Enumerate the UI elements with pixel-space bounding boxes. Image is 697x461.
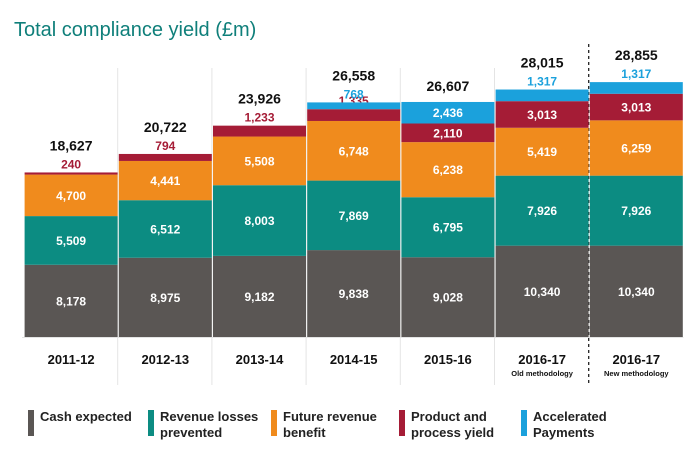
data-label: 6,259 [621,142,651,156]
legend-label: Cash expected [40,409,132,424]
legend-swatch [271,410,277,436]
bar-segment [118,257,212,337]
data-label: 9,182 [244,290,274,304]
bar-segment [213,136,306,186]
data-label: 6,512 [150,222,180,236]
data-label: 5,509 [56,234,86,248]
bar-segment [401,123,495,143]
legend-label: Product and process yield [411,409,494,440]
total-label: 28,855 [615,47,658,63]
x-tick-label: 2016-17 [612,352,660,367]
bar-segment [118,160,212,201]
data-label: 3,013 [527,108,557,122]
bar-segment [307,120,401,181]
data-label: 3,013 [621,101,651,115]
bar-segment [213,125,306,137]
data-label: 1,233 [244,111,274,125]
bar-segment [495,101,589,128]
bar-segment [24,216,118,265]
data-label: 5,508 [244,154,274,168]
data-label: 8,178 [56,294,86,308]
bar-segment [589,245,683,337]
bar-segment [589,120,683,176]
legend-swatch [28,410,34,436]
data-label: 6,238 [433,163,463,177]
bar-segment [401,142,495,198]
total-label: 26,558 [332,67,375,83]
bar-segment [307,180,401,251]
bar-segment [24,174,118,217]
total-label: 23,926 [238,91,281,107]
data-label: 10,340 [618,285,655,299]
data-label: 7,926 [527,204,557,218]
legend-swatch [148,410,154,436]
bar-segment [401,197,495,258]
bar-segment [495,175,589,246]
bar-segment [495,245,589,337]
bar-segment [118,153,212,161]
bar-segment [589,93,683,121]
legend-label: Accelerated Payments [533,409,607,440]
total-label: 18,627 [50,137,93,153]
bar-segment [118,200,212,258]
data-label: 1,317 [621,67,651,81]
bar-segment [24,264,118,337]
data-label: 9,028 [433,291,463,305]
data-label: 9,838 [339,287,369,301]
total-label: 28,015 [521,55,564,71]
x-tick-label: 2014-15 [330,352,378,367]
legend-swatch [521,410,527,436]
data-label: 1,317 [527,75,557,89]
data-label: 6,795 [433,221,463,235]
legend-label: Future revenue benefit [283,409,377,440]
x-tick-label: 2011-12 [48,352,95,367]
data-label: 4,441 [150,174,180,188]
bar-segment [307,250,401,337]
bar-segment [401,257,495,337]
total-label: 26,607 [426,78,469,94]
bar-segment [495,89,589,102]
bar-segment [589,175,683,246]
bar-segment [495,127,589,176]
data-label: 4,700 [56,189,86,203]
data-label: 7,869 [339,209,369,223]
legend-label: Revenue losses prevented [160,409,258,440]
x-tick-sublabel: New methodology [604,369,669,378]
data-label: 794 [155,139,175,153]
data-label: 8,003 [244,214,274,228]
x-tick-label: 2013-14 [236,352,284,367]
legend-swatch [399,410,405,436]
data-label: 7,926 [621,204,651,218]
data-label: 240 [61,157,81,171]
x-tick-sublabel: Old methodology [511,369,573,378]
bar-segment [213,255,306,337]
bar-segment [401,101,495,124]
data-label: 10,340 [524,285,561,299]
data-label: 8,975 [150,291,180,305]
x-tick-label: 2015-16 [424,352,472,367]
data-label: 768 [344,87,364,101]
data-label: 2,110 [433,126,463,140]
bar-segment [589,82,683,94]
x-tick-label: 2016-17 [518,352,566,367]
bar-segment [24,172,118,175]
x-tick-label: 2012-13 [141,352,189,367]
data-label: 5,419 [527,145,557,159]
chart-title: Total compliance yield (£m) [14,19,256,41]
data-label: 2,436 [433,106,463,120]
bar-segment [307,102,401,110]
bar-segment [213,185,306,256]
legend: Cash expected Revenue losses prevented Futu… [28,409,607,440]
plot-area: 8,178 5,509 4,700 240 18,627 2011-12 8,975 6,51… [22,44,684,385]
total-label: 20,722 [144,119,187,135]
data-label: 6,748 [339,144,369,158]
bar-segment [307,109,401,121]
